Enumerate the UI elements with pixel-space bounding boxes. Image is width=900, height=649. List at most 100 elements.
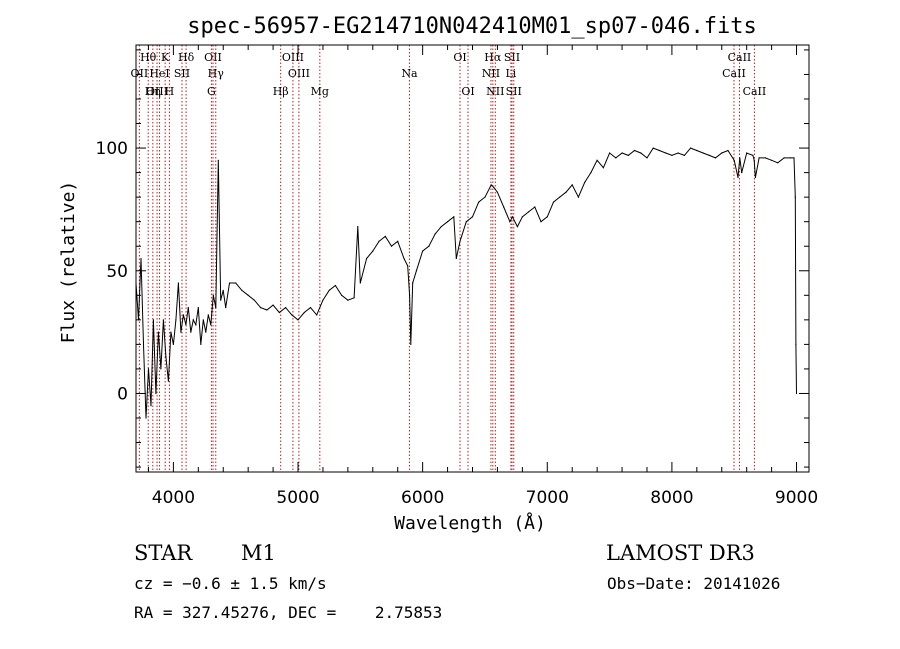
- data-point: [739, 157, 741, 159]
- data-point: [366, 257, 368, 260]
- data-point: [793, 157, 795, 159]
- plot-frame: [135, 44, 810, 473]
- survey-name: LAMOST DR3: [606, 541, 755, 565]
- marker-label-10: Hγ: [208, 67, 225, 80]
- marker-label-12: Hβ: [273, 85, 289, 98]
- data-point: [378, 240, 380, 242]
- data-point: [621, 152, 623, 154]
- data-point: [465, 221, 467, 223]
- data-point: [316, 314, 318, 316]
- data-point: [571, 184, 573, 186]
- data-point: [187, 307, 189, 309]
- data-point: [596, 159, 598, 161]
- data-point: [721, 152, 723, 154]
- data-point: [152, 319, 154, 321]
- marker-label-1: OII: [131, 67, 149, 80]
- data-point: [165, 356, 167, 358]
- marker-label-25: CaII: [728, 51, 752, 64]
- marker-label-4: Hη: [145, 85, 161, 98]
- coordinates-text: RA = 327.45276, DEC = 2.75853: [134, 603, 442, 622]
- data-point: [658, 149, 661, 152]
- marker-label-20: NII: [482, 67, 500, 80]
- data-point: [455, 257, 457, 260]
- data-point: [200, 343, 202, 345]
- data-point: [741, 172, 743, 174]
- data-point: [459, 240, 461, 242]
- data-point: [334, 284, 336, 287]
- object-subclass: M1: [241, 541, 276, 565]
- data-point: [247, 294, 249, 296]
- data-point: [565, 191, 567, 193]
- data-point: [328, 289, 330, 291]
- data-point: [690, 147, 692, 149]
- data-point: [577, 196, 580, 198]
- data-point: [180, 331, 182, 333]
- data-point: [215, 307, 217, 309]
- chart-title: spec-56957-EG214710N042410M01_sp07-046.f…: [187, 14, 757, 39]
- y-axis-label: Flux (relative): [58, 181, 79, 344]
- data-point: [297, 319, 299, 321]
- data-point: [177, 282, 179, 284]
- data-point: [205, 331, 207, 333]
- data-point: [155, 392, 157, 395]
- data-point: [665, 152, 667, 154]
- data-point: [222, 289, 224, 291]
- data-point: [197, 307, 199, 309]
- data-point: [357, 226, 359, 228]
- data-point: [266, 309, 268, 311]
- data-point: [683, 154, 686, 156]
- data-point: [140, 257, 142, 260]
- marker-label-23: Li: [505, 67, 516, 80]
- marker-label-15: Mg: [311, 85, 329, 98]
- marker-label-13: OIII: [282, 51, 304, 64]
- marker-label-24: SII: [506, 85, 522, 98]
- data-point: [415, 270, 417, 272]
- data-point: [185, 324, 187, 326]
- x-tick-label-5: 9000: [775, 488, 818, 508]
- data-point: [195, 324, 197, 326]
- data-point: [260, 307, 262, 309]
- data-point: [434, 233, 436, 235]
- data-point: [528, 211, 530, 213]
- data-point: [162, 319, 164, 321]
- data-point: [696, 149, 698, 152]
- object-class: STAR: [134, 541, 193, 565]
- data-point: [157, 331, 159, 333]
- spectrum-series: [135, 147, 798, 419]
- data-point: [534, 206, 536, 208]
- data-point: [702, 152, 704, 154]
- data-point: [347, 299, 349, 301]
- data-point: [671, 154, 673, 156]
- marker-label-16: Na: [401, 67, 418, 80]
- data-point: [142, 343, 145, 345]
- x-tick-label-4: 8000: [650, 488, 693, 508]
- x-tick-label-3: 7000: [526, 488, 569, 508]
- data-point: [615, 157, 617, 159]
- data-point: [228, 282, 231, 284]
- marker-label-14: OIII: [288, 67, 310, 80]
- data-point: [285, 307, 287, 309]
- data-point: [764, 157, 767, 159]
- data-point: [708, 154, 710, 156]
- data-point: [145, 417, 147, 419]
- data-point: [733, 159, 735, 161]
- data-point: [309, 307, 312, 309]
- data-point: [677, 152, 679, 154]
- x-axis-label: Wavelength (Å): [394, 512, 546, 534]
- data-point: [727, 149, 729, 152]
- data-point: [422, 250, 424, 252]
- data-point: [714, 157, 717, 159]
- data-point: [167, 380, 169, 382]
- data-point: [646, 157, 648, 159]
- x-tick-label-2: 6000: [401, 488, 444, 508]
- data-point: [190, 331, 192, 333]
- x-tick-label-0: 4000: [152, 488, 195, 508]
- data-point: [789, 157, 791, 159]
- data-point: [627, 154, 629, 156]
- data-point: [390, 245, 393, 247]
- data-point: [353, 297, 355, 299]
- marker-label-11: G: [207, 85, 216, 98]
- y-tick-label-2: 100: [96, 139, 128, 159]
- data-point: [241, 289, 243, 291]
